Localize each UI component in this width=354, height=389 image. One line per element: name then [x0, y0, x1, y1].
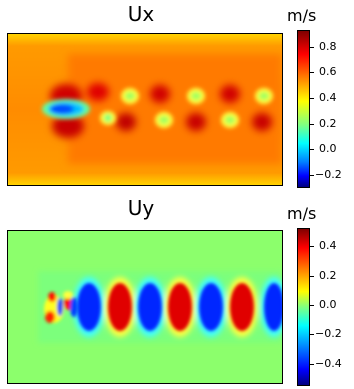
uy-core-red-3 [230, 283, 254, 331]
uy-core-blue-4 [264, 283, 282, 331]
ux-blob-green-2 [159, 116, 169, 124]
uy-core-red-1 [108, 283, 132, 331]
uy-tick-4: −0.2 [315, 327, 342, 340]
ux-blob-red-4 [116, 113, 136, 131]
ux-blob-green-3 [191, 92, 201, 100]
ux-tick-2: 0.6 [319, 65, 337, 78]
ux-blob-red-6 [186, 113, 206, 131]
ux-tickmark-5 [310, 149, 314, 150]
ux-tickmark-1 [310, 47, 314, 48]
ux-tickmark-6 [310, 175, 314, 176]
ux-tickmark-4 [310, 124, 314, 125]
uy-unit-label: m/s [287, 204, 317, 223]
uy-core-blue-2 [138, 283, 162, 331]
uy-field-svg [8, 231, 282, 383]
uy-tickmark-3 [310, 305, 314, 306]
ux-tick-5: 0.0 [319, 142, 337, 155]
uy-tickmark-4 [310, 334, 314, 335]
uy-colorbar [297, 228, 310, 386]
ux-blob-red-2 [52, 114, 84, 138]
uy-core-blue-1 [77, 283, 101, 331]
ux-tick-4: 0.2 [319, 117, 337, 130]
uy-field-plot [7, 230, 283, 384]
ux-tick-3: 0.4 [319, 91, 337, 104]
uy-near-red-bottom [45, 311, 55, 323]
ux-wake-blue [50, 104, 74, 114]
uy-near-red-top [48, 292, 56, 302]
uy-core-blue-3 [199, 283, 223, 331]
ux-blob-red-8 [252, 113, 272, 131]
ux-field-plot [7, 33, 283, 186]
uy-tickmark-1 [310, 246, 314, 247]
ux-tickmark-2 [310, 72, 314, 73]
ux-blob-green-5 [259, 92, 269, 100]
uy-near-wake [44, 291, 78, 323]
uy-near-blue-2 [70, 297, 78, 317]
uy-tick-3: 0.0 [319, 298, 337, 311]
uy-tickmark-5 [310, 364, 314, 365]
uy-vortex-street-core [77, 283, 282, 331]
uy-tickmark-2 [310, 276, 314, 277]
ux-field-svg [8, 34, 282, 185]
ux-blob-red-5 [150, 85, 170, 103]
ux-tick-1: 0.8 [319, 40, 337, 53]
uy-tick-5: −0.4 [315, 357, 342, 370]
ux-unit-label: m/s [287, 6, 317, 25]
ux-vortex-lowspeed [100, 88, 273, 128]
ux-tickmark-3 [310, 98, 314, 99]
ux-blob-red-3 [87, 83, 109, 101]
uy-tick-1: 0.4 [319, 239, 337, 252]
ux-colorbar [297, 30, 310, 188]
uy-tick-2: 0.2 [319, 269, 337, 282]
uy-near-red-2 [64, 296, 72, 310]
ux-title: Ux [127, 2, 155, 26]
ux-blob-green-1 [125, 92, 135, 100]
ux-blob-red-7 [220, 85, 240, 103]
uy-near-yellow-2 [63, 291, 73, 299]
ux-blob-green-4 [225, 116, 235, 124]
ux-blob-green-6 [104, 114, 112, 122]
uy-title: Uy [127, 196, 155, 220]
uy-near-blue-1 [57, 298, 63, 316]
ux-inner-band [68, 54, 282, 164]
ux-wake [42, 99, 90, 119]
ux-tick-6: −0.2 [315, 168, 342, 181]
uy-core-red-2 [168, 283, 192, 331]
